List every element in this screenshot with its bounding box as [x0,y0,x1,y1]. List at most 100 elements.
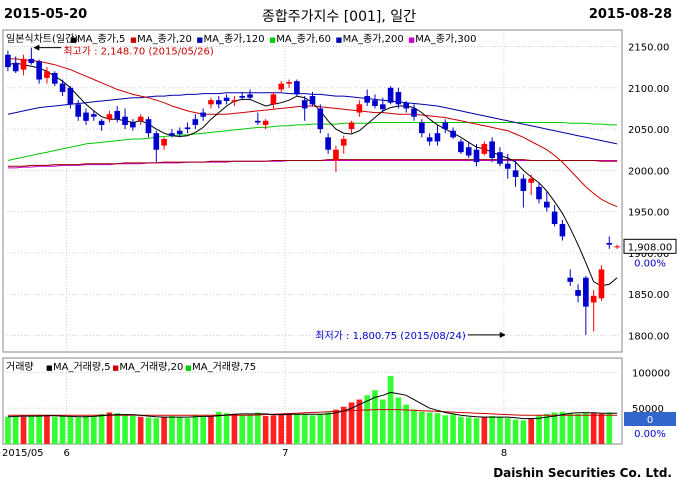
volume-bar [520,420,527,444]
price-legend-item: MA_종가,20 [137,33,192,45]
candle-body [489,141,495,158]
candle-body [255,120,261,123]
ma20-line [7,58,618,208]
chart-title: 종합주가지수 [001], 일간 [261,9,417,25]
price-tick-label: 1950.00 [628,208,669,219]
volume-bar [278,414,285,444]
brand-footer: Daishin Securities Co. Ltd. [493,466,672,480]
volume-bar [208,416,214,444]
volume-bar [489,416,495,444]
volume-bar [340,406,347,444]
price-legend-item: MA_종가,60 [276,33,331,45]
volume-bar [215,411,222,444]
volume-bar [481,416,488,444]
volume-bar [20,416,27,444]
volume-bar [411,409,417,444]
volume-bar [543,413,550,444]
candle-body [83,112,89,121]
volume-bar [106,412,113,444]
volume-bar [364,395,370,444]
candle-body [387,87,394,103]
candle-body [434,133,441,142]
candle-body [59,83,66,92]
ma200-line [7,159,618,167]
volume-bar [317,413,324,444]
candle-body [200,112,206,117]
candle-body [309,96,316,105]
candle-body [543,201,550,208]
candle-body [36,61,42,80]
volume-bar [255,412,261,444]
x-tick-label: 6 [63,448,69,459]
price-legend-swatch: ■ [408,36,415,44]
volume-bar [83,416,89,444]
price-tick-label: 1900.00 [628,249,669,260]
candle-body [301,100,308,109]
candle-body [294,81,300,95]
candle-body [286,82,292,84]
volume-bar [122,415,128,444]
volume-bar [333,409,339,444]
volume-bar [12,416,19,444]
candle-body [317,108,324,130]
price-tick-label: 2050.00 [628,125,669,136]
candle-body [91,114,97,117]
volume-bar [270,415,277,444]
candle-body [551,211,558,225]
candle-body [458,141,464,153]
volume-bar [239,415,246,444]
volume-bar [559,411,566,444]
volume-bar [145,417,152,444]
volume-bar [67,416,74,444]
volume-bar [130,416,136,444]
candle-body [122,116,128,125]
candle-body [161,138,167,146]
volume-bar [294,413,300,444]
volume-bar [512,419,519,444]
candle-body [153,133,160,150]
candle-body [465,147,472,156]
volume-bar [44,416,50,444]
candle-body [559,224,566,237]
high-arrowhead [33,44,40,51]
candle-body [403,102,410,109]
volume-legend-swatch: ■ [112,364,119,372]
high-annotation: 최고가 : 2,148.70 (2015/05/26) [63,46,214,58]
volume-bar [91,416,97,444]
price-legend-swatch: ■ [269,36,276,44]
volume-bar [192,415,199,444]
current-change-label: 0.00% [634,258,666,269]
x-tick-label: 7 [282,448,288,459]
volume-bar [348,402,355,444]
low-arrowhead [499,331,506,338]
price-legend-swatch: ■ [130,36,137,44]
current-volume-label: 0 [647,415,653,426]
candle-body [247,94,253,98]
volume-bar [247,414,253,444]
start-date: 2015-05-20 [4,7,88,22]
candle-body [497,152,503,164]
x-tick-label: 2015/05 [2,448,44,459]
candle-body [137,116,144,121]
volume-bar [169,416,175,444]
price-tick-label: 1850.00 [628,290,669,301]
volume-bar [28,415,35,444]
volume-bar [36,414,42,444]
candle-body [411,108,417,117]
volume-bar [426,412,433,444]
volume-bar [176,417,183,444]
price-legend-item: MA_종가,120 [204,33,265,45]
volume-bar [442,415,449,444]
volume-bar [419,411,425,444]
volume-tick-label: 100000 [632,368,670,379]
candle-body [372,100,378,106]
candle-body [5,54,11,68]
volume-bar [59,416,66,444]
volume-bar [75,417,82,444]
price-tick-label: 1800.00 [628,331,669,342]
candle-body [215,100,222,105]
volume-bar [5,416,11,444]
candle-body [145,119,152,134]
candle-body [262,120,269,125]
candle-body [106,114,113,120]
